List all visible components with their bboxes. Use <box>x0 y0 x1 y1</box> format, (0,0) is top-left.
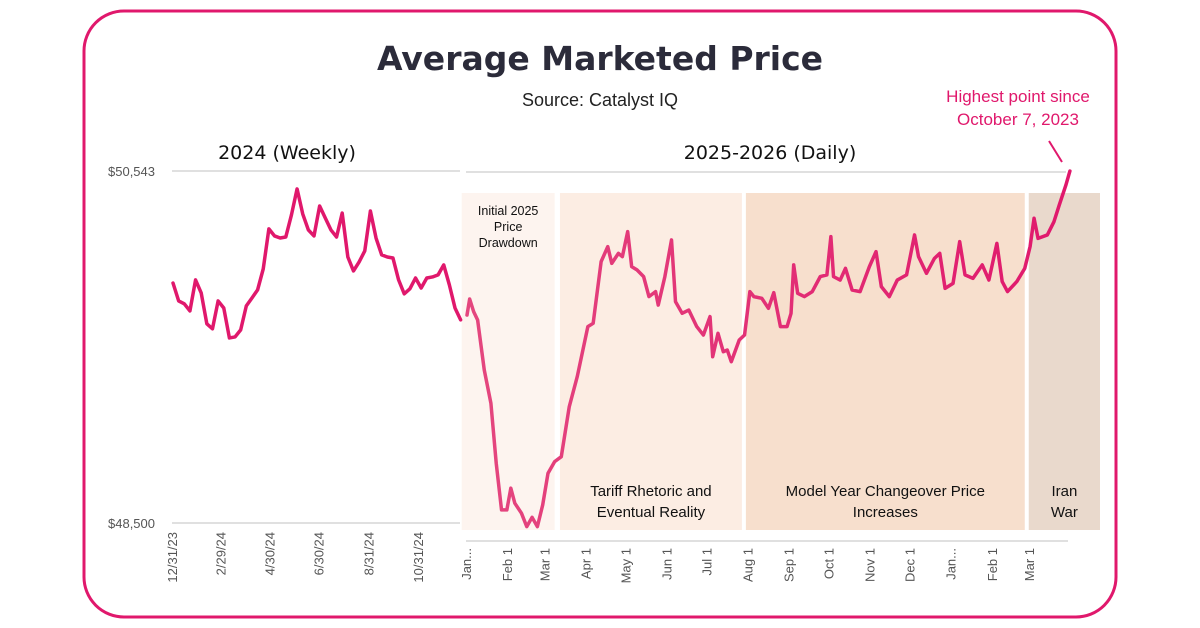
x-tick-label: Jan... <box>459 548 474 580</box>
x-tick-label: Dec 1 <box>903 548 918 582</box>
x-tick-label: Aug 1 <box>741 548 756 582</box>
x-tick-label: Apr 1 <box>579 548 594 579</box>
x-tick-label: 12/31/23 <box>165 532 180 583</box>
panel-heading-2025-2026: 2025-2026 (Daily) <box>684 142 857 164</box>
y-tick-label-max: $50,543 <box>108 164 155 179</box>
x-tick-label: Mar 1 <box>1022 548 1037 581</box>
chart-title: Average Marketed Price <box>377 39 823 78</box>
region-label: Model Year Changeover Price <box>786 483 985 500</box>
region-label: War <box>1051 504 1078 521</box>
region-label: Iran <box>1051 483 1077 500</box>
annotation-pointer <box>1048 140 1063 163</box>
x-tick-label: 2/29/24 <box>213 532 228 575</box>
x-tick-label: 10/31/24 <box>411 532 426 583</box>
x-tick-label: 4/30/24 <box>263 532 278 575</box>
region-band <box>745 193 1025 530</box>
x-tick-label: Mar 1 <box>537 548 552 581</box>
x-tick-label: May 1 <box>618 548 633 583</box>
region-label: Price <box>494 220 523 234</box>
region-label: Eventual Reality <box>597 504 706 521</box>
panel-heading-2024: 2024 (Weekly) <box>218 142 356 164</box>
line-2025-2026-daily <box>465 169 1072 529</box>
x-tick-label: Jan... <box>944 548 959 580</box>
series <box>171 169 1072 529</box>
region-label: Increases <box>853 504 918 521</box>
x-tick-label: Jun 1 <box>660 548 675 580</box>
y-tick-label-min: $48,500 <box>108 516 155 531</box>
region-label: Tariff Rhetoric and <box>590 483 711 500</box>
annotation-line-1: Highest point since <box>946 87 1090 106</box>
x-tick-label: 6/30/24 <box>312 532 327 575</box>
x-tick-label: Nov 1 <box>863 548 878 582</box>
x-tick-label: Feb 1 <box>500 548 515 581</box>
chart-subtitle: Source: Catalyst IQ <box>522 90 678 110</box>
annotation-line-2: October 7, 2023 <box>957 110 1079 129</box>
region-band <box>461 193 555 530</box>
region-band <box>559 193 742 530</box>
region-band <box>1028 193 1100 530</box>
x-tick-label: Oct 1 <box>822 548 837 579</box>
line-2024-weekly <box>171 187 463 340</box>
x-tick-label: Feb 1 <box>985 548 1000 581</box>
x-tick-labels: 12/31/23 2/29/24 4/30/24 6/30/24 8/31/24 10/3… <box>165 532 1037 583</box>
region-label: Initial 2025 <box>478 204 539 218</box>
x-tick-label: 8/31/24 <box>362 532 377 575</box>
x-tick-label: Sep 1 <box>782 548 797 582</box>
x-tick-label: Jul 1 <box>699 548 714 575</box>
region-label: Drawdown <box>479 236 538 250</box>
regions: Initial 2025 Price Drawdown Tariff Rhetoric… <box>461 193 1100 530</box>
